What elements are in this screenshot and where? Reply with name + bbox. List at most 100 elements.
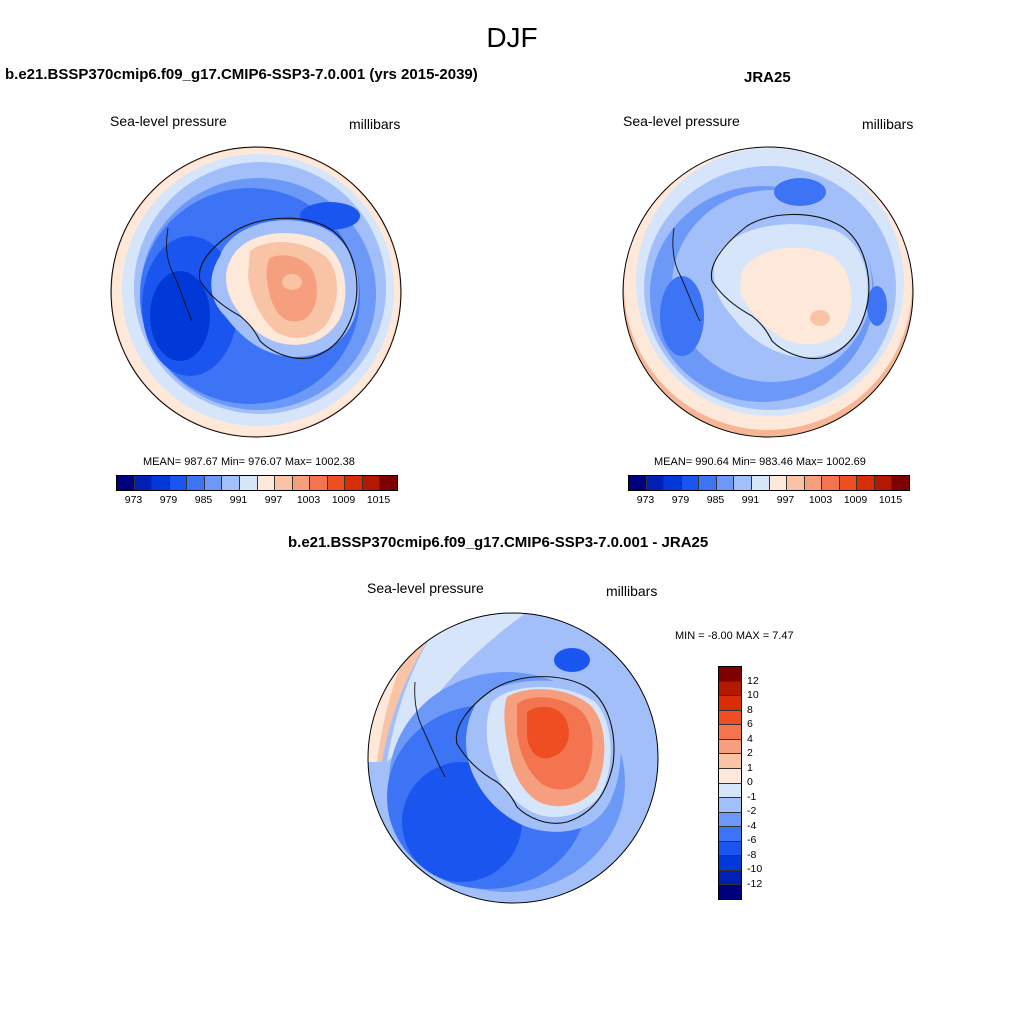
colorbar-cell xyxy=(309,476,327,490)
obs-panel-title: JRA25 xyxy=(744,69,791,86)
colorbar-cell xyxy=(645,476,664,490)
colorbar-tick-label: -2 xyxy=(747,805,757,817)
colorbar-tick-label: 997 xyxy=(264,494,283,506)
colorbar-cell xyxy=(629,476,646,490)
colorbar-cell xyxy=(719,840,741,856)
colorbar-cell xyxy=(719,884,741,899)
diff-colorbar xyxy=(718,666,742,900)
colorbar-cell xyxy=(698,476,716,490)
colorbar-cell xyxy=(291,476,310,490)
colorbar-cell xyxy=(821,476,839,490)
diff-colorbar-labels: 12 10 8 6 4 2 1 0 -1 -2 -4 -6 -8 -10 -12 xyxy=(747,666,787,898)
colorbar-cell xyxy=(719,709,741,725)
colorbar-tick-label: 979 xyxy=(671,494,690,506)
colorbar-cell xyxy=(117,476,134,490)
colorbar-tick-label: 1003 xyxy=(808,494,833,506)
obs-polar-map xyxy=(622,146,914,438)
colorbar-tick-label: -4 xyxy=(747,819,757,832)
diff-stats: MIN = -8.00 MAX = 7.47 xyxy=(675,630,794,642)
colorbar-tick-label: 991 xyxy=(741,494,760,506)
colorbar-tick-label: 991 xyxy=(229,494,248,506)
colorbar-tick-label: 985 xyxy=(194,494,213,506)
diff-units-label: millibars xyxy=(606,583,658,599)
obs-stats: MEAN= 990.64 Min= 983.46 Max= 1002.69 xyxy=(654,456,866,468)
colorbar-tick-label: -1 xyxy=(747,790,757,803)
colorbar-cell xyxy=(719,724,741,739)
colorbar-cell xyxy=(873,476,892,490)
colorbar-cell xyxy=(768,476,787,490)
colorbar-cell xyxy=(186,476,204,490)
colorbar-cell xyxy=(856,476,874,490)
colorbar-tick-label: -8 xyxy=(747,848,757,861)
colorbar-cell xyxy=(238,476,257,490)
model-colorbar-labels: 973 979 985 991 997 1003 1009 1015 xyxy=(116,494,396,508)
obs-colorbar-labels: 973 979 985 991 997 1003 1009 1015 xyxy=(628,494,908,508)
colorbar-cell xyxy=(786,476,804,490)
colorbar-tick-label: 973 xyxy=(636,494,655,506)
colorbar-tick-label: 979 xyxy=(159,494,178,506)
colorbar-tick-label: 1003 xyxy=(296,494,321,506)
obs-units-label: millibars xyxy=(862,116,914,132)
model-stats: MEAN= 987.67 Min= 976.07 Max= 1002.38 xyxy=(143,456,355,468)
colorbar-tick-label: 0 xyxy=(747,776,753,788)
model-field-label: Sea-level pressure xyxy=(110,113,227,129)
colorbar-cell xyxy=(719,826,741,841)
colorbar-cell xyxy=(719,767,741,783)
colorbar-tick-label: -12 xyxy=(747,877,763,890)
colorbar-tick-label: 12 xyxy=(747,674,759,687)
colorbar-tick-label: 1015 xyxy=(878,494,903,506)
colorbar-tick-label: 1009 xyxy=(331,494,356,506)
colorbar-cell xyxy=(274,476,292,490)
colorbar-tick-label: 973 xyxy=(124,494,143,506)
colorbar-cell xyxy=(680,476,699,490)
colorbar-cell xyxy=(151,476,169,490)
model-panel-title: b.e21.BSSP370cmip6.f09_g17.CMIP6-SSP3-7.… xyxy=(5,66,478,83)
colorbar-tick-label: 1 xyxy=(747,761,753,774)
colorbar-cell xyxy=(344,476,362,490)
colorbar-cell xyxy=(719,695,741,710)
model-units-label: millibars xyxy=(349,116,401,132)
colorbar-cell xyxy=(719,811,741,827)
colorbar-cell xyxy=(719,667,741,681)
colorbar-cell xyxy=(733,476,751,490)
colorbar-cell xyxy=(891,476,909,490)
colorbar-cell xyxy=(221,476,239,490)
model-colorbar xyxy=(116,475,398,491)
colorbar-cell xyxy=(361,476,380,490)
colorbar-tick-label: 1015 xyxy=(366,494,391,506)
diff-polar-map xyxy=(367,612,659,904)
colorbar-tick-label: 8 xyxy=(747,703,753,716)
colorbar-cell xyxy=(256,476,275,490)
colorbar-cell xyxy=(379,476,397,490)
colorbar-cell xyxy=(663,476,681,490)
colorbar-cell xyxy=(750,476,769,490)
colorbar-tick-label: 997 xyxy=(776,494,795,506)
colorbar-cell xyxy=(719,680,741,696)
colorbar-cell xyxy=(719,782,741,798)
colorbar-cell xyxy=(326,476,345,490)
colorbar-cell xyxy=(133,476,152,490)
obs-field-label: Sea-level pressure xyxy=(623,113,740,129)
colorbar-tick-label: 6 xyxy=(747,718,753,730)
colorbar-tick-label: 10 xyxy=(747,689,759,701)
colorbar-tick-label: 1009 xyxy=(843,494,868,506)
colorbar-cell xyxy=(168,476,187,490)
model-polar-map xyxy=(110,146,402,438)
colorbar-cell xyxy=(838,476,857,490)
colorbar-cell xyxy=(719,869,741,885)
obs-colorbar xyxy=(628,475,910,491)
colorbar-cell xyxy=(719,753,741,768)
colorbar-cell xyxy=(203,476,222,490)
diff-field-label: Sea-level pressure xyxy=(367,580,484,596)
colorbar-cell xyxy=(803,476,822,490)
colorbar-tick-label: -6 xyxy=(747,834,757,846)
colorbar-cell xyxy=(715,476,734,490)
colorbar-tick-label: -10 xyxy=(747,863,763,875)
diff-panel-title: b.e21.BSSP370cmip6.f09_g17.CMIP6-SSP3-7.… xyxy=(288,534,709,551)
colorbar-tick-label: 4 xyxy=(747,732,753,745)
colorbar-cell xyxy=(719,855,741,870)
colorbar-cell xyxy=(719,797,741,812)
colorbar-cell xyxy=(719,738,741,754)
main-title: DJF xyxy=(486,22,538,53)
colorbar-tick-label: 2 xyxy=(747,747,753,759)
